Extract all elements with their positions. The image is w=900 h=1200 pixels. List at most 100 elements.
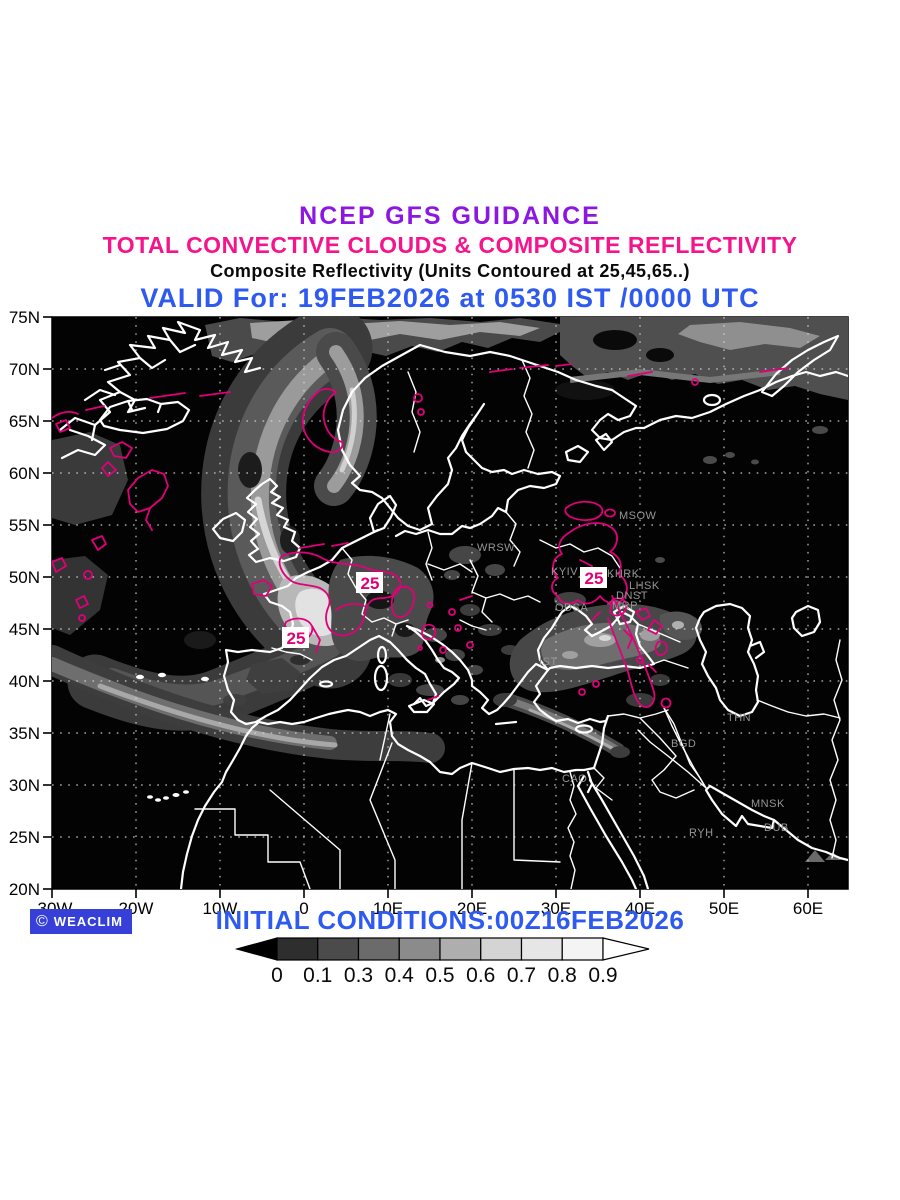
city-label-baghdad: BGD [671, 738, 696, 750]
city-label-odesa: ODSA [555, 602, 588, 614]
axis-ticks [43, 316, 809, 898]
middle-east-borders [593, 707, 707, 801]
copyright-icon: © [36, 912, 48, 930]
west-sahara-borders [194, 808, 311, 889]
contour-label: 25 [361, 574, 380, 593]
contour-atlantic-mid [127, 469, 169, 531]
svg-text:0.6: 0.6 [466, 964, 495, 987]
city-label-mariupol: MRP [612, 600, 638, 612]
svg-text:40E: 40E [625, 899, 655, 918]
city-label-riyadh: RYH [689, 827, 714, 839]
colorbar-segment [398, 937, 441, 961]
azov-sea [612, 604, 636, 626]
city-label-kyiv: KYIV [551, 566, 578, 578]
contour-units-note: Composite Reflectivity (Units Contoured … [210, 261, 690, 281]
colorbar-segment [276, 937, 319, 961]
red-sea-coast [576, 770, 650, 889]
nile-river [567, 771, 577, 889]
colorbar-segment [561, 937, 604, 961]
sardinia [373, 664, 389, 692]
city-label-istanbul: IST [539, 656, 558, 668]
reflectivity-contour-layer [52, 363, 789, 709]
caspian-sea-coast [694, 602, 766, 718]
city-label-mnsk: MNSK [751, 798, 785, 810]
svg-text:55N: 55N [9, 516, 40, 535]
corsica [376, 645, 388, 665]
adriatic-greece-coast [405, 624, 550, 716]
svg-text:40N: 40N [9, 672, 40, 691]
east-europe-borders [407, 359, 621, 569]
sicily-coast [407, 698, 436, 714]
contour-arctic-dashes [489, 363, 789, 377]
svg-text:0.1: 0.1 [303, 964, 332, 987]
svg-text:0.7: 0.7 [507, 964, 536, 987]
aral-sea-coast [790, 604, 822, 638]
karelia-lakes [564, 432, 614, 464]
initial-conditions-line: INITIAL CONDITIONS:00Z16FEB2026 [215, 905, 685, 935]
city-label-dubai: DUB [764, 822, 789, 834]
colorbar-segment [357, 937, 400, 961]
svg-text:75N: 75N [9, 308, 40, 327]
svg-text:0.8: 0.8 [548, 964, 577, 987]
city-label-cairo: CAO [562, 773, 587, 785]
contour-iceland-south [101, 391, 231, 477]
colorbar-right-arrow [602, 937, 650, 961]
svg-text:0.9: 0.9 [588, 964, 617, 987]
contour-label: 25 [287, 629, 306, 648]
svg-text:10E: 10E [373, 899, 403, 918]
svg-text:50N: 50N [9, 568, 40, 587]
contour-alps [390, 585, 473, 701]
city-label-luhansk: LHSK [629, 580, 660, 592]
denmark-coast [368, 494, 398, 534]
contour-france-system [278, 542, 402, 637]
svg-text:10W: 10W [203, 899, 238, 918]
persian-gulf-coast [704, 784, 776, 830]
page-subtitle: TOTAL CONVECTIVE CLOUDS & COMPOSITE REFL… [102, 232, 798, 258]
canary-islands [147, 790, 189, 802]
latitude-axis: 75N 70N 65N 60N 55N 50N 45N 40N 35N 30N … [9, 308, 40, 899]
contour-atlantic-nw [52, 405, 105, 433]
great-britain-coast [245, 477, 302, 564]
svg-text:45N: 45N [9, 620, 40, 639]
colorbar-segment [439, 937, 482, 961]
iran-borders [756, 639, 843, 859]
iceland-coast [98, 397, 191, 435]
svg-text:0: 0 [271, 964, 283, 987]
weaclim-label: WEACLIM [53, 914, 123, 929]
colorbar-left-arrow [234, 937, 278, 961]
contour-caucasus-cluster [591, 597, 668, 673]
weaclim-badge: © WEACLIM [30, 909, 132, 934]
mediterranean-africa-coast [179, 668, 610, 889]
contour-donbas-tail [607, 595, 656, 708]
novaya-zemlya-coast [760, 334, 840, 398]
contour-label: 25 [585, 569, 604, 588]
svg-text:60E: 60E [793, 899, 823, 918]
north-africa-borders [269, 713, 561, 889]
contour-norwegian-sea-hook [301, 388, 344, 454]
ireland-coast [211, 511, 247, 543]
city-label-warsaw: WRSW [477, 542, 515, 554]
svg-text:0.4: 0.4 [385, 964, 415, 987]
cyprus [574, 724, 594, 734]
svg-text:25N: 25N [9, 828, 40, 847]
svg-text:60N: 60N [9, 464, 40, 483]
svg-text:30N: 30N [9, 776, 40, 795]
kolguyev-island [702, 393, 722, 407]
greenland-coast [58, 320, 262, 432]
city-label-moscow: MSOW [619, 510, 657, 522]
caucasus-borders [637, 623, 689, 669]
svg-text:0: 0 [299, 899, 308, 918]
balearics [318, 680, 334, 688]
colorbar-segment [480, 937, 523, 961]
city-label-donetsk: DNST [616, 590, 648, 602]
contour-value-labels: 25 25 25 [282, 567, 607, 648]
svg-text:50E: 50E [709, 899, 739, 918]
cloud-shading-layer [52, 317, 848, 862]
contour-atlantic-sw [52, 535, 107, 609]
colorbar-segment [317, 937, 360, 961]
city-label-kharkiv: KHRK [607, 568, 640, 580]
coastline-layer [58, 320, 848, 889]
gulf-of-oman-coast [772, 818, 848, 862]
